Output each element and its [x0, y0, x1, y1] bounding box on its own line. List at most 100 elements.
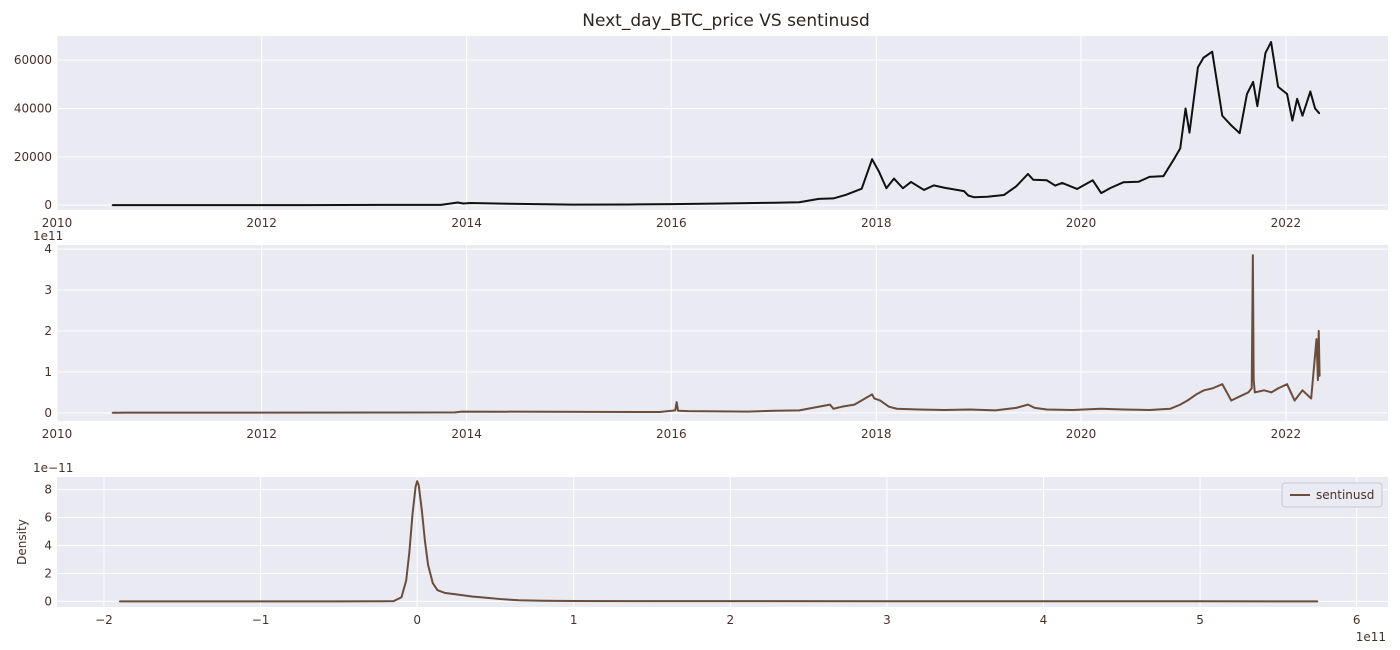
plot-area: [57, 245, 1388, 421]
y-exponent-label: 1e11: [33, 229, 63, 243]
x-tick-label: 2020: [1066, 427, 1097, 441]
legend-box: [1281, 482, 1383, 508]
y-tick-label: 60000: [14, 53, 52, 67]
legend: sentinusd: [1281, 482, 1383, 508]
data-point: [200, 204, 203, 206]
data-point: [1314, 107, 1316, 110]
data-point: [845, 193, 847, 196]
data-point: [408, 551, 411, 554]
data-point: [1250, 387, 1253, 390]
y-tick-label: 1: [44, 365, 52, 379]
data-point: [1301, 114, 1304, 117]
data-point: [572, 203, 574, 206]
data-point: [1211, 50, 1213, 53]
data-point: [932, 184, 935, 187]
data-point: [1317, 330, 1320, 332]
data-point: [675, 401, 678, 403]
data-point: [1211, 387, 1214, 390]
x-tick-label: −1: [252, 613, 270, 627]
data-point: [444, 592, 447, 594]
data-point: [893, 177, 895, 180]
data-point: [440, 204, 442, 206]
data-point: [818, 198, 820, 200]
data-point: [1254, 391, 1256, 394]
series-line-panel0: [112, 41, 1321, 207]
data-point: [1015, 407, 1018, 409]
data-point: [871, 393, 873, 396]
data-point: [118, 600, 121, 603]
data-point: [1003, 194, 1005, 196]
data-point: [798, 409, 800, 412]
data-point: [1277, 85, 1279, 88]
data-point: [541, 599, 544, 602]
y-tick-label: 4: [44, 538, 52, 552]
y-tick-label: 2: [44, 566, 52, 580]
data-point: [427, 564, 429, 566]
data-point: [1109, 187, 1112, 189]
x-tick-label: 2022: [1271, 216, 1302, 230]
data-point: [1238, 132, 1241, 134]
data-point: [885, 187, 888, 190]
data-point: [873, 397, 876, 400]
data-point: [572, 600, 575, 602]
data-point: [1184, 107, 1187, 110]
x-tick-label: 2018: [861, 216, 892, 230]
data-point: [303, 204, 306, 206]
data-point: [1286, 93, 1288, 95]
data-point: [1270, 391, 1273, 394]
data-point: [432, 582, 434, 585]
x-tick-label: 2012: [246, 427, 277, 441]
data-point: [1230, 124, 1233, 127]
data-point: [1027, 403, 1029, 406]
data-point: [411, 513, 414, 516]
data-point: [436, 589, 439, 592]
data-point: [829, 403, 831, 406]
y-exponent-label: 1e−11: [33, 461, 73, 475]
x-tick-label: 2012: [246, 216, 277, 230]
data-point: [508, 202, 510, 205]
data-point: [405, 579, 407, 582]
data-point: [1100, 407, 1102, 410]
data-point: [651, 600, 653, 602]
data-point: [1318, 112, 1321, 115]
data-point: [391, 204, 393, 206]
data-point: [1230, 399, 1233, 402]
x-tick-label: 2010: [42, 427, 73, 441]
data-point: [917, 408, 920, 411]
x-tick-label: 2018: [861, 427, 892, 441]
data-point: [658, 411, 661, 413]
data-point: [1252, 254, 1254, 257]
data-point: [424, 540, 426, 543]
data-point: [994, 409, 996, 412]
data-point: [1045, 408, 1048, 411]
data-point: [456, 201, 459, 204]
data-point: [1252, 81, 1254, 83]
data-point: [1197, 66, 1199, 69]
data-point: [1203, 389, 1205, 392]
data-point: [414, 485, 417, 488]
data-point: [627, 203, 630, 206]
x-tick-label: 2014: [451, 216, 482, 230]
y-tick-label: 4: [44, 242, 52, 256]
data-point: [677, 409, 679, 412]
data-point: [721, 202, 724, 205]
x-tick-label: 2016: [656, 427, 687, 441]
plot-area: [57, 477, 1388, 607]
data-point: [1148, 409, 1151, 411]
data-point: [943, 186, 946, 189]
data-point: [1301, 389, 1304, 392]
data-point: [1027, 173, 1029, 175]
data-point: [1015, 185, 1018, 188]
data-point: [1264, 52, 1267, 54]
data-point: [969, 408, 971, 411]
data-point: [1263, 389, 1265, 392]
data-point: [1179, 147, 1182, 150]
legend-label: sentinusd: [1316, 488, 1374, 502]
data-point: [910, 181, 912, 183]
y-axis-label: Density: [15, 519, 29, 565]
data-point: [1199, 600, 1201, 603]
data-point: [1045, 179, 1048, 182]
x-tick-label: 2: [727, 613, 735, 627]
